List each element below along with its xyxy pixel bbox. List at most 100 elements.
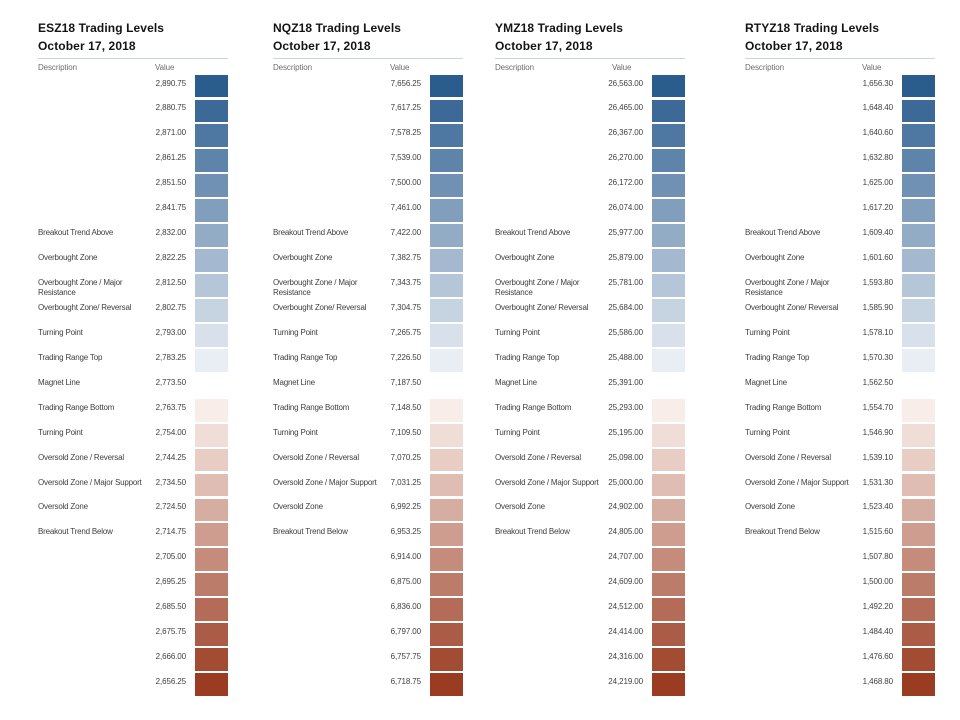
table-row: Oversold Zone / Major Support 1,531.30 xyxy=(745,473,935,498)
row-color-swatch xyxy=(195,199,228,223)
row-description: Overbought Zone xyxy=(38,253,98,263)
row-value: 2,822.25 xyxy=(155,253,186,263)
table-row: Overbought Zone/ Reversal 7,304.75 xyxy=(273,298,463,323)
row-color-swatch xyxy=(902,548,935,572)
table-row: 7,656.25 xyxy=(273,74,463,99)
row-color-swatch xyxy=(430,523,463,547)
row-value: 25,781.00 xyxy=(608,278,643,287)
row-value: 2,695.25 xyxy=(155,577,186,587)
table-row: Turning Point 1,546.90 xyxy=(745,423,935,448)
row-value: 7,148.50 xyxy=(390,402,421,412)
row-description: Magnet Line xyxy=(745,377,787,387)
row-color-swatch xyxy=(430,348,463,372)
table-top-divider xyxy=(273,58,463,59)
table-top-divider xyxy=(495,58,685,59)
row-color-swatch xyxy=(430,299,463,322)
row-value: 1,531.30 xyxy=(862,477,893,487)
row-value: 24,609.00 xyxy=(608,577,643,587)
row-value: 7,500.00 xyxy=(390,178,421,188)
row-description: Overbought Zone / Major Resistance xyxy=(273,278,358,297)
row-value: 2,724.50 xyxy=(155,502,186,512)
row-value: 25,098.00 xyxy=(608,452,643,462)
column-header-value: Value xyxy=(612,63,632,72)
row-value: 6,836.00 xyxy=(390,602,421,612)
table-row: Breakout Trend Above 2,832.00 xyxy=(38,224,228,249)
row-value: 1,617.20 xyxy=(862,203,893,213)
table-top-divider xyxy=(38,58,228,59)
row-value: 7,304.75 xyxy=(390,302,421,312)
table-row: 6,718.75 xyxy=(273,673,463,698)
row-color-swatch xyxy=(902,373,935,397)
row-description xyxy=(38,99,146,124)
row-color-swatch xyxy=(430,224,463,248)
table-row: Oversold Zone / Major Support 7,031.25 xyxy=(273,473,463,498)
row-color-swatch xyxy=(652,74,685,98)
table-row: Breakout Trend Above 7,422.00 xyxy=(273,224,463,249)
row-description: Breakout Trend Below xyxy=(495,527,570,537)
row-description: Overbought Zone/ Reversal xyxy=(38,302,132,312)
row-color-swatch xyxy=(902,348,935,372)
row-description: Overbought Zone/ Reversal xyxy=(273,302,367,312)
table-row: 24,219.00 xyxy=(495,673,685,698)
row-value: 2,734.50 xyxy=(155,477,186,487)
row-value: 2,666.00 xyxy=(155,652,186,662)
row-description xyxy=(273,74,381,99)
row-description xyxy=(38,623,146,648)
row-value: 1,492.20 xyxy=(862,602,893,612)
row-value: 1,593.80 xyxy=(862,278,893,287)
row-value: 6,953.25 xyxy=(390,527,421,537)
trading-levels-table: RTYZ18 Trading Levels October 17, 2018 D… xyxy=(745,19,935,697)
row-color-swatch xyxy=(902,74,935,98)
row-color-swatch xyxy=(902,323,935,347)
table-row: Magnet Line 2,773.50 xyxy=(38,373,228,398)
row-color-swatch xyxy=(195,149,228,173)
row-color-swatch xyxy=(902,523,935,547)
row-color-swatch xyxy=(652,249,685,272)
row-color-swatch xyxy=(902,174,935,198)
table-row: 2,871.00 xyxy=(38,124,228,149)
row-value: 7,265.75 xyxy=(390,327,421,337)
row-description: Turning Point xyxy=(495,427,540,437)
table-row: Trading Range Top 25,488.00 xyxy=(495,348,685,373)
row-description xyxy=(38,149,146,174)
row-value: 7,656.25 xyxy=(390,78,421,88)
table-row: 1,656.30 xyxy=(745,74,935,99)
row-value: 2,714.75 xyxy=(155,527,186,537)
row-description xyxy=(495,199,603,224)
table-row: 26,465.00 xyxy=(495,99,685,124)
row-color-swatch xyxy=(902,673,935,696)
row-description: Oversold Zone / Reversal xyxy=(273,452,359,462)
table-row: Turning Point 2,754.00 xyxy=(38,423,228,448)
row-color-swatch xyxy=(430,373,463,397)
row-value: 25,195.00 xyxy=(608,427,643,437)
row-color-swatch xyxy=(902,448,935,472)
table-row: 26,074.00 xyxy=(495,199,685,224)
table-row: 7,539.00 xyxy=(273,149,463,174)
row-description xyxy=(495,548,603,573)
row-description: Turning Point xyxy=(273,427,318,437)
row-color-swatch xyxy=(652,398,685,422)
row-description: Magnet Line xyxy=(495,377,537,387)
row-description xyxy=(745,573,853,598)
column-header-description: Description xyxy=(38,63,77,72)
row-description xyxy=(38,174,146,199)
row-value: 2,656.25 xyxy=(155,677,186,686)
table-row: Breakout Trend Below 1,515.60 xyxy=(745,523,935,548)
table-row: 2,841.75 xyxy=(38,199,228,224)
row-description xyxy=(273,149,381,174)
row-value: 1,484.40 xyxy=(862,627,893,637)
row-color-swatch xyxy=(430,498,463,522)
table-header-row: Description Value xyxy=(745,63,935,72)
row-color-swatch xyxy=(652,423,685,447)
table-row: 2,675.75 xyxy=(38,623,228,648)
row-description: Turning Point xyxy=(38,427,83,437)
row-color-swatch xyxy=(652,448,685,472)
row-description: Breakout Trend Above xyxy=(273,228,349,238)
table-row: Breakout Trend Below 2,714.75 xyxy=(38,523,228,548)
row-color-swatch xyxy=(652,598,685,622)
row-description xyxy=(273,573,381,598)
table-row: 2,851.50 xyxy=(38,174,228,199)
row-color-swatch xyxy=(195,623,228,647)
row-value: 7,539.00 xyxy=(390,153,421,163)
row-color-swatch xyxy=(652,648,685,671)
